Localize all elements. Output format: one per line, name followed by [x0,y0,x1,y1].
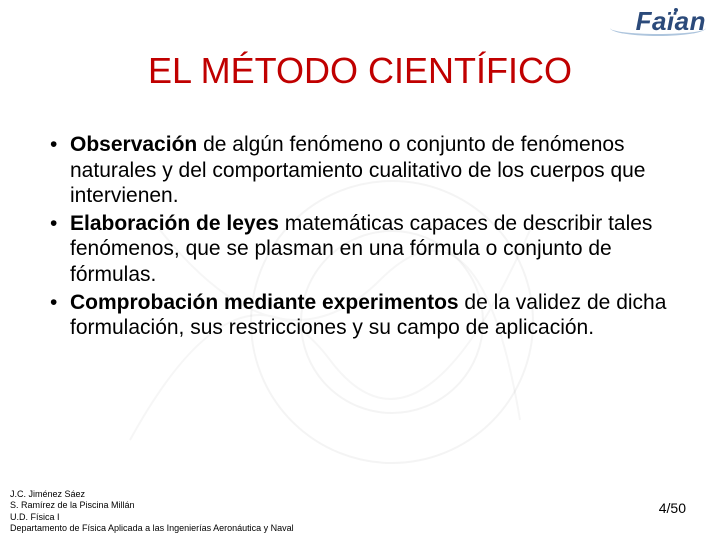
slide-title: EL MÉTODO CIENTÍFICO [0,50,720,92]
slide-body: Observación de algún fenómeno o conjunto… [48,132,680,343]
footer-line: J.C. Jiménez Sáez [10,489,294,500]
bullet-item: Comprobación mediante experimentos de la… [48,290,680,341]
footer-credits: J.C. Jiménez Sáez S. Ramírez de la Pisci… [10,489,294,534]
page-number: 4/50 [659,500,686,516]
footer-line: U.D. Física I [10,512,294,523]
bullet-item: Observación de algún fenómeno o conjunto… [48,132,680,209]
slide: Faïan EL MÉTODO CIENTÍFICO Observación d… [0,0,720,540]
brand-logo-text: Faïan [636,6,706,36]
bullet-bold: Elaboración de leyes [70,212,279,235]
footer-line: Departamento de Física Aplicada a las In… [10,523,294,534]
slide-title-text: EL MÉTODO CIENTÍFICO [148,50,572,91]
footer-line: S. Ramírez de la Piscina Millán [10,500,294,511]
brand-logo: Faïan [636,6,706,37]
bullet-item: Elaboración de leyes matemáticas capaces… [48,211,680,288]
bullet-bold: Observación [70,133,197,156]
bullet-bold: Comprobación mediante experimentos [70,291,459,314]
